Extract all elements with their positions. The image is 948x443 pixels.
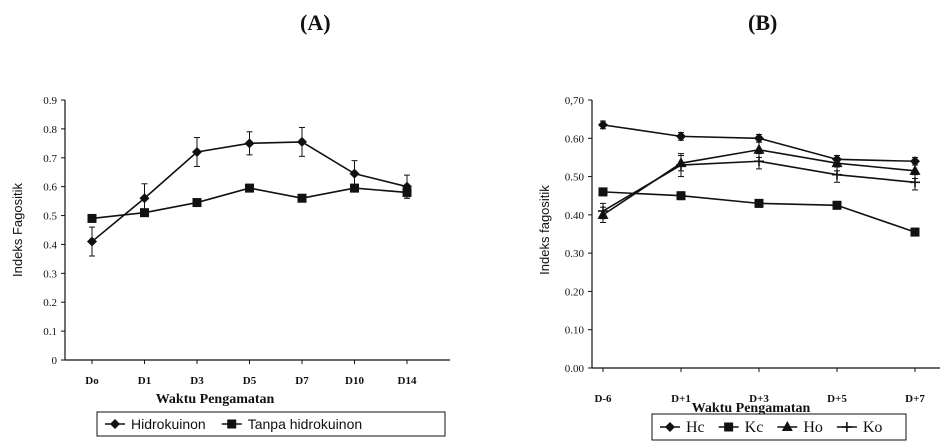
y-tick-label: 0.5 [43, 211, 57, 223]
legend-label: Tanpa hidrokuinon [248, 416, 362, 432]
x-tick-label: D1 [138, 375, 151, 387]
y-tick-label: 0.2 [43, 297, 57, 309]
y-tick-label: 0.9 [43, 95, 57, 107]
series-tanpa-hidrokuinon [87, 183, 412, 223]
x-tick-label: D10 [345, 375, 364, 387]
x-axis-title: Waktu Pengamatan [692, 401, 811, 416]
y-tick-label: 0.60 [565, 133, 585, 145]
y-tick-label: 0.1 [43, 326, 57, 338]
y-tick-label: 0 [52, 355, 58, 367]
data-point [297, 136, 307, 147]
y-tick-label: 0.8 [43, 124, 57, 136]
y-tick-label: 0.4 [43, 239, 57, 251]
y-tick-label: 0.50 [565, 172, 585, 184]
data-point [245, 183, 254, 193]
data-point [754, 133, 764, 144]
data-point [140, 208, 149, 218]
x-tick-label: D+7 [905, 393, 925, 405]
data-point [244, 138, 255, 149]
data-point [402, 187, 412, 197]
legend-item: Hc [660, 419, 705, 436]
data-point [676, 191, 686, 201]
legend: Hc Kc Ho Ko [651, 413, 907, 441]
x-tick-label: Do [85, 375, 99, 387]
y-tick-label: 0.3 [43, 268, 57, 280]
legend-label: Ko [863, 419, 883, 436]
legend-marker [110, 419, 120, 429]
data-point [754, 198, 764, 208]
series-line [602, 191, 916, 233]
legend-label: Kc [745, 419, 764, 436]
x-tick-label: D+3 [749, 393, 769, 405]
legend-item: Ko [836, 419, 883, 436]
data-point [832, 169, 842, 180]
y-tick-label: 0.00 [565, 363, 585, 375]
x-tick-label: D5 [243, 375, 257, 387]
legend: Hidrokuinon Tanpa hidrokuinon [96, 411, 446, 437]
data-point [910, 227, 920, 237]
data-point [676, 131, 686, 142]
data-point [832, 200, 842, 210]
data-point [753, 143, 765, 154]
y-tick-label: 0.20 [565, 286, 585, 298]
data-point [139, 193, 150, 204]
data-point [87, 213, 97, 223]
data-point [754, 156, 764, 167]
x-tick-label: D7 [295, 375, 309, 387]
x-tick-label: D+5 [827, 393, 847, 405]
y-tick-label: 0.7 [43, 153, 57, 165]
legend-marker [841, 422, 852, 432]
series-hidrokuinon [87, 126, 412, 257]
legend-marker [665, 422, 675, 432]
legend-marker [227, 419, 237, 429]
legend-item: Hidrokuinon [105, 416, 206, 432]
data-point [87, 236, 97, 247]
data-point [910, 177, 920, 188]
chart-b: 0.00 0.10 0.20 0.30 0.40 0.50 0.60 0,70 D-6 D+1 D+… [537, 95, 940, 441]
x-tick-label: D14 [398, 375, 417, 387]
series-kc [598, 187, 920, 237]
data-point [192, 198, 202, 208]
data-point [297, 193, 307, 203]
data-point [598, 187, 608, 197]
data-point [192, 147, 202, 157]
y-axis-title: Indeks fagositik [537, 185, 552, 275]
legend-item: Kc [718, 419, 764, 436]
x-axis-title: Waktu Pengamatan [156, 392, 275, 407]
data-point [909, 164, 921, 175]
y-tick-label: 0.40 [565, 210, 585, 222]
y-tick-label: 0.30 [565, 248, 585, 260]
data-point [831, 157, 843, 168]
data-point [598, 119, 608, 130]
data-point [676, 160, 686, 171]
y-tick-label: 0.10 [565, 325, 585, 337]
legend-item: Ho [777, 419, 823, 436]
chart-a: 0 0.1 0.2 0.3 0.4 0.5 0.6 0.7 0.8 0.9 Do D1 D3 D5 D7 D1… [10, 95, 450, 437]
x-tick-label: D3 [190, 375, 204, 387]
data-point [598, 206, 608, 217]
series-ko [598, 153, 920, 220]
legend-label: Hidrokuinon [131, 416, 206, 432]
x-tick-label: D-6 [594, 393, 612, 405]
y-tick-label: 0,70 [565, 95, 585, 107]
legend-label: Hc [686, 419, 705, 436]
legend-item: Tanpa hidrokuinon [221, 416, 362, 432]
panel-a-label: (A) [300, 10, 331, 35]
legend-marker [781, 421, 793, 431]
legend-box [96, 411, 446, 437]
y-tick-label: 0.6 [43, 182, 57, 194]
y-axis-title: Indeks Fagositik [10, 183, 25, 277]
x-tick-label: D+1 [671, 393, 691, 405]
legend-marker [724, 422, 734, 432]
data-point [349, 168, 360, 179]
data-point [910, 156, 920, 167]
legend-label: Ho [803, 419, 823, 436]
panel-b-label: (B) [748, 10, 778, 35]
data-point [350, 183, 359, 193]
